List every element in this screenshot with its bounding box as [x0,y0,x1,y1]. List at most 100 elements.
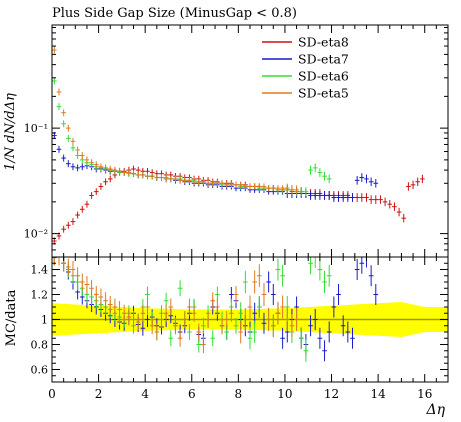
ratio-point [163,304,169,322]
data-point [163,175,169,183]
ratio-point [350,327,355,349]
data-point [70,137,76,145]
ratio-point [224,311,230,328]
data-point [326,191,332,200]
ratio-point [233,286,239,303]
data-point [229,181,234,188]
data-point [65,160,71,168]
ratio-point [173,317,178,335]
data-point [284,183,290,193]
data-point [298,187,304,197]
data-point [233,181,239,188]
data-point [98,183,104,190]
data-point [294,185,299,195]
data-point [93,188,99,196]
data-point [70,144,76,152]
data-point [308,165,313,175]
data-point [303,187,309,197]
ratio-point [168,330,174,347]
ratio-point [247,295,253,319]
data-point [243,183,248,190]
lower-frame [51,256,449,383]
upper-panel: 10⁻² 10⁻¹ [24,25,449,258]
data-point [89,159,94,167]
data-point [159,174,164,181]
ratio-point [294,308,299,331]
data-point [205,180,211,187]
ratio-point [196,323,202,341]
ratio-point [215,298,220,316]
ratio-point [340,315,346,337]
data-point [168,175,174,183]
data-point [378,195,383,204]
data-point [126,169,132,176]
y-tick-label: 10⁻¹ [24,122,48,135]
ratio-point [191,304,197,322]
ratio-point [256,296,262,318]
ratio-point [126,308,132,326]
data-point [392,202,397,211]
data-point [103,164,108,172]
ratio-point [233,317,239,334]
ratio-point [140,320,146,336]
ratio-point [308,257,313,275]
ratio-point [52,256,57,266]
data-point [308,191,313,200]
ratio-y-tick-label: 1 [41,314,48,327]
data-point [84,200,90,208]
ratio-point [219,317,225,335]
ratio-point [345,321,351,343]
data-point [135,171,141,179]
data-point [364,174,369,184]
data-point [382,197,388,207]
ratio-point [168,298,174,316]
data-point [187,177,192,184]
ratio-point [79,273,85,291]
ratio-point [247,327,253,350]
data-point [75,211,80,219]
legend-item-sd-eta6: SD-eta6 [262,69,349,84]
legend-label-sd-eta5: SD-eta5 [298,86,349,101]
x-tick-label: 14 [370,387,386,401]
data-point [317,191,323,200]
ratio-point [326,321,332,343]
series-sd-eta8 [52,165,425,245]
data-point [401,213,407,223]
upper-y-label: 1/N dN/dΔη [3,93,18,171]
legend: SD-eta8 SD-eta7 SD-eta6 SD-eta5 [262,35,349,101]
ratio-point [280,264,285,287]
ratio-point [177,280,183,297]
ratio-point [187,298,192,316]
data-point [52,46,57,54]
ratio-point [89,279,94,297]
lower-y-label: MC/data [4,289,19,346]
data-point [191,178,197,185]
ratio-point [107,296,113,313]
ratio-point [56,256,62,266]
data-point [56,103,62,111]
data-point [368,177,374,187]
ratio-point [229,304,234,322]
x-tick-label: 16 [417,387,432,401]
data-point [65,124,71,132]
data-point [177,177,183,184]
data-point [406,182,411,191]
series-sd-eta5 [52,46,299,195]
ratio-point [373,284,379,305]
y-tick-label: 10⁻² [24,228,48,241]
ratio-point [210,292,216,310]
data-point [117,167,122,175]
ratio-point [243,271,248,293]
data-point [61,109,66,117]
ratio-point [187,324,192,340]
ratio-point [336,284,341,305]
legend-label-sd-eta8: SD-eta8 [298,35,349,50]
data-point [270,185,276,192]
ratio-point [154,323,160,341]
data-point [364,193,369,202]
ratio-point [140,304,146,322]
ratio-point [252,270,257,294]
ratio-point [70,261,76,278]
legend-label-sd-eta6: SD-eta6 [298,69,349,84]
